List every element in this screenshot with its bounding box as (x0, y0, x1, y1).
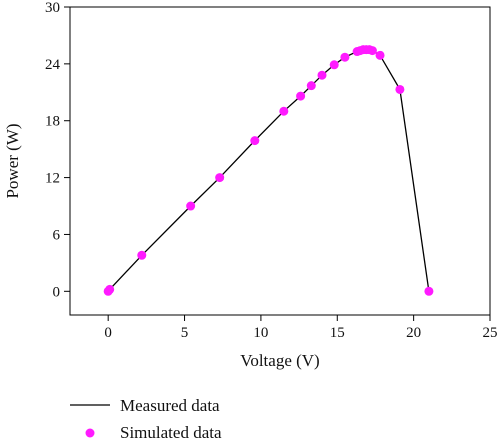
y-tick-label-2: 12 (45, 171, 60, 187)
simulated-data-point-1 (105, 284, 115, 294)
simulated-data-point-9 (317, 70, 327, 80)
legend-simulated-dot-mark (85, 428, 95, 438)
simulated-data-point-8 (306, 81, 316, 91)
legend: Measured data Simulated data (70, 396, 222, 441)
y-tick-label-1: 6 (53, 227, 61, 243)
y-tick-label-0: 0 (53, 284, 61, 300)
simulated-data-point-19 (395, 84, 405, 94)
simulated-data-point-10 (329, 60, 339, 70)
x-tick-label-4: 20 (406, 325, 421, 341)
plot-frame (69, 6, 491, 316)
measured-data-line (107, 48, 430, 292)
simulated-data-point-17 (367, 46, 377, 56)
y-axis-title: Power (W) (3, 123, 22, 198)
simulated-data-point-11 (340, 52, 350, 62)
x-axis-title: Voltage (V) (240, 351, 319, 370)
x-tick-label-3: 15 (330, 325, 345, 341)
x-tick-label-0: 0 (104, 325, 112, 341)
simulated-data-point-18 (375, 50, 385, 60)
simulated-data-point-6 (279, 106, 289, 116)
series-layer (103, 45, 434, 296)
y-tick-label-5: 30 (45, 0, 60, 16)
legend-measured-label: Measured data (120, 396, 220, 415)
simulated-data-point-4 (215, 173, 225, 183)
simulated-data-point-20 (424, 286, 434, 296)
simulated-data-point-3 (186, 201, 196, 211)
legend-simulated-label: Simulated data (120, 423, 222, 441)
simulated-data-point-2 (137, 250, 147, 260)
x-tick-label-2: 10 (253, 325, 268, 341)
simulated-data-point-7 (296, 91, 306, 101)
x-tick-label-5: 25 (483, 325, 498, 341)
simulated-data-point-5 (250, 136, 260, 146)
x-tick-label-1: 5 (181, 325, 189, 341)
y-tick-label-3: 18 (45, 114, 60, 130)
y-tick-label-4: 24 (45, 57, 61, 73)
ticks-layer: 0 5 10 15 20 25 0 6 12 18 24 30 (45, 0, 498, 341)
plot-frame-layer (69, 6, 491, 316)
